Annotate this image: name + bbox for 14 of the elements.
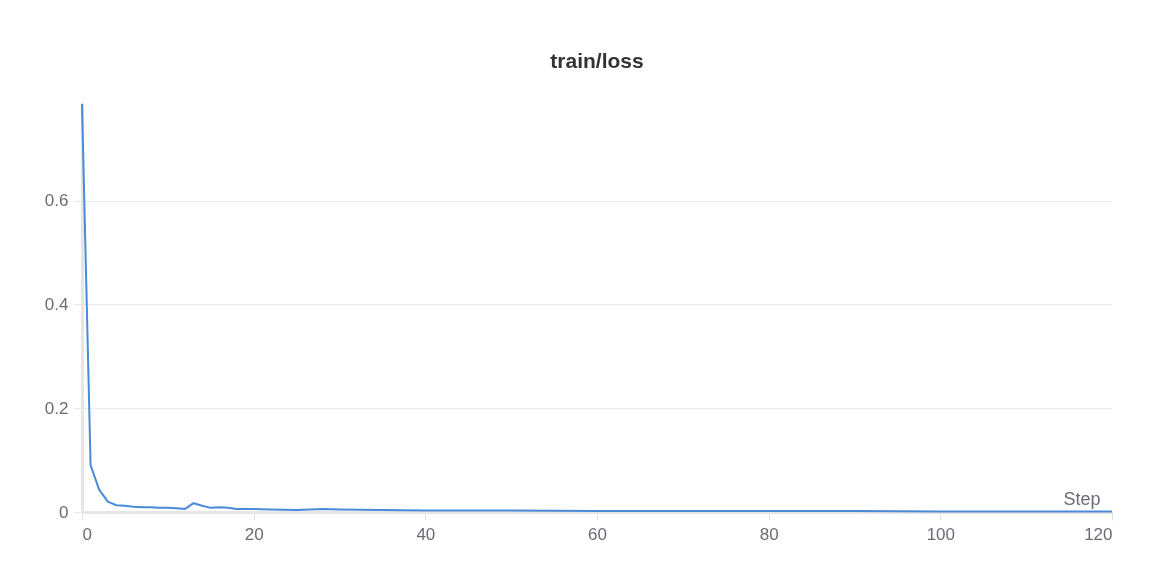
y-tick-label: 0 [59, 502, 69, 522]
y-tick-label: 0.2 [44, 398, 69, 418]
x-tick-label: 100 [926, 524, 956, 544]
line-series [81, 103, 1113, 513]
x-tick-label: 120 [1084, 524, 1113, 544]
x-tick-label: 0 [82, 524, 92, 544]
x-tick-label: 60 [588, 524, 607, 544]
x-tick-label: 80 [759, 524, 779, 544]
x-axis-title: Step [1063, 488, 1101, 509]
chart-title: train/loss [550, 49, 644, 72]
x-tick-label: 20 [244, 524, 264, 544]
y-tick-label: 0.4 [44, 294, 69, 314]
y-tick-label: 0.6 [44, 191, 69, 211]
x-tick-label: 40 [416, 524, 436, 544]
